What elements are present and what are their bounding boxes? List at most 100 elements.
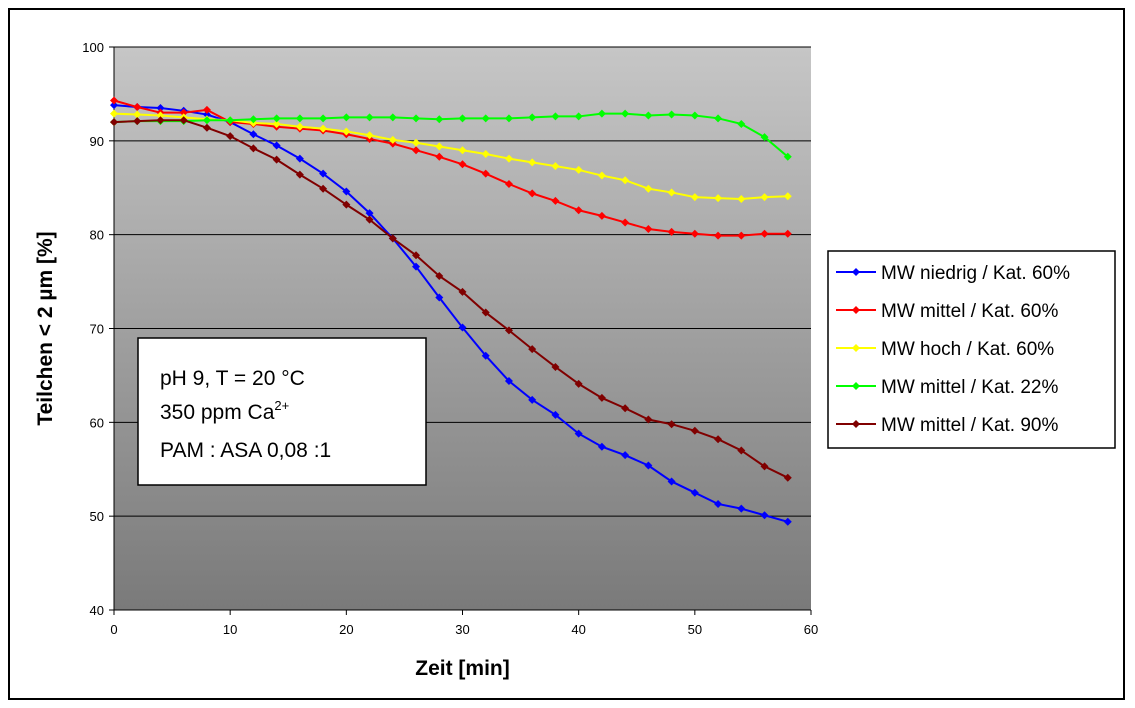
data-point	[319, 114, 328, 123]
data-point	[133, 110, 142, 119]
data-point	[760, 229, 769, 238]
x-tick-label: 0	[110, 622, 117, 637]
data-point	[528, 158, 537, 167]
data-point	[690, 193, 699, 202]
data-point	[342, 187, 351, 196]
y-tick-label: 100	[82, 40, 104, 55]
data-point	[435, 293, 444, 302]
data-point	[481, 308, 490, 317]
y-tick-label: 50	[90, 509, 104, 524]
data-point	[202, 105, 211, 114]
data-point	[667, 477, 676, 486]
series-4	[110, 109, 792, 161]
data-point	[156, 103, 165, 112]
data-point	[202, 123, 211, 132]
data-point	[760, 193, 769, 202]
x-tick-labels: 0 10 20 30 40 50 60	[110, 622, 818, 637]
data-point	[412, 138, 421, 147]
data-point	[202, 116, 211, 125]
legend-label: MW mittel / Kat. 60%	[881, 301, 1058, 322]
legend-label: MW mittel / Kat. 90%	[881, 415, 1058, 436]
data-point	[342, 127, 351, 136]
legend-swatch-marker	[852, 420, 860, 428]
data-point	[226, 132, 235, 141]
data-point	[760, 462, 769, 471]
data-point	[435, 142, 444, 151]
data-point	[458, 114, 467, 123]
data-point	[714, 499, 723, 508]
y-tick-label: 80	[90, 228, 104, 243]
y-tick-label: 90	[90, 134, 104, 149]
legend-item-2: MW mittel / Kat. 60%	[836, 301, 1058, 322]
data-point	[110, 96, 118, 105]
series-5	[110, 116, 792, 482]
y-axis-title: Teilchen < 2 µm [%]	[34, 231, 57, 425]
annotation-line-2-base: 350 ppm Ca	[160, 401, 275, 424]
data-point	[133, 103, 142, 112]
data-point	[597, 109, 606, 118]
condition-annotation-box: pH 9, T = 20 °C 350 ppm Ca2+ PAM : ASA 0…	[137, 337, 427, 486]
data-point	[481, 169, 490, 178]
data-point	[714, 231, 723, 240]
data-point	[714, 435, 723, 444]
legend-label: MW hoch / Kat. 60%	[881, 339, 1054, 360]
data-point	[272, 119, 281, 128]
data-point	[644, 461, 653, 470]
data-point	[272, 155, 281, 164]
data-point	[760, 133, 769, 142]
data-point	[388, 113, 397, 122]
data-point	[783, 152, 792, 161]
data-point	[295, 122, 304, 131]
legend-swatch-marker	[852, 382, 860, 390]
data-point	[574, 379, 583, 388]
data-point	[388, 234, 397, 243]
data-point	[528, 345, 537, 354]
data-point	[202, 110, 211, 119]
data-point	[551, 162, 560, 171]
data-point	[597, 393, 606, 402]
data-point	[574, 165, 583, 174]
data-point	[342, 113, 351, 122]
x-tick-label: 20	[339, 622, 353, 637]
data-point	[621, 404, 630, 413]
data-point	[783, 473, 792, 482]
data-point	[690, 111, 699, 120]
data-point	[481, 351, 490, 360]
data-point	[481, 114, 490, 123]
data-point	[435, 271, 444, 280]
data-point	[295, 154, 304, 163]
data-point	[110, 118, 118, 127]
data-point	[621, 176, 630, 185]
data-point	[621, 451, 630, 460]
data-point	[435, 152, 444, 161]
data-point	[760, 511, 769, 520]
data-point	[621, 218, 630, 227]
data-point	[528, 395, 537, 404]
annotation-line-3: PAM : ASA 0,08 :1	[160, 439, 331, 462]
data-point	[574, 112, 583, 121]
y-tick-label: 70	[90, 322, 104, 337]
data-point	[783, 192, 792, 201]
data-point	[737, 119, 746, 128]
data-point	[365, 209, 374, 218]
legend-label: MW mittel / Kat. 22%	[881, 377, 1058, 398]
legend-item-1: MW niedrig / Kat. 60%	[836, 263, 1070, 284]
data-point	[737, 504, 746, 513]
data-point	[528, 113, 537, 122]
x-tick-label: 60	[804, 622, 818, 637]
legend: MW niedrig / Kat. 60% MW mittel / Kat. 60…	[827, 250, 1116, 449]
data-point	[435, 115, 444, 124]
data-point	[226, 116, 235, 125]
y-tick-label: 60	[90, 415, 104, 430]
data-point	[110, 101, 118, 110]
annotation-line-1: pH 9, T = 20 °C	[160, 367, 305, 390]
data-point	[714, 114, 723, 123]
data-point	[319, 169, 328, 178]
y-tick-label: 40	[90, 603, 104, 618]
data-point	[644, 415, 653, 424]
annotation-line-2: 350 ppm Ca2+	[160, 398, 289, 424]
data-point	[737, 195, 746, 204]
data-point	[412, 114, 421, 123]
x-tick-label: 10	[223, 622, 237, 637]
